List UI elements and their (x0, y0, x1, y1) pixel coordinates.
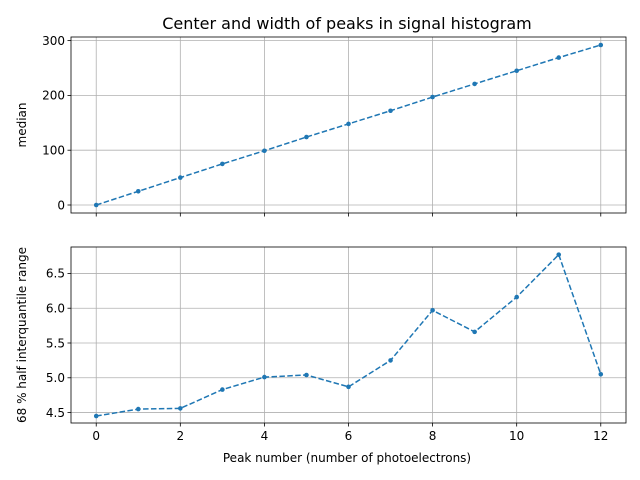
data-point (598, 42, 604, 48)
x-tick-label: 2 (176, 429, 184, 443)
data-point (262, 148, 267, 154)
x-tick-label: 12 (593, 429, 608, 443)
y-tick-label: 4.5 (46, 406, 65, 420)
data-point (135, 406, 141, 412)
top-panel-median: 0 100 200 300 median (15, 34, 627, 217)
axes-frame (70, 36, 627, 214)
y-tick-label: 5.0 (46, 371, 65, 385)
data-point (430, 308, 435, 313)
data-point (220, 161, 225, 167)
x-tick-label: 4 (261, 429, 269, 443)
x-axis-label: Peak number (number of photoelectrons) (223, 451, 471, 465)
data-point (556, 55, 562, 60)
x-tick-label: 8 (429, 429, 437, 443)
data-point (430, 94, 435, 100)
data-point (388, 108, 393, 114)
x-tick-label: 10 (509, 429, 524, 443)
data-point (346, 121, 351, 127)
y-tick-label: 100 (42, 144, 65, 158)
data-point (93, 413, 99, 419)
data-point (262, 374, 267, 380)
data-point (178, 175, 183, 180)
y-tick-label: 6.5 (46, 267, 65, 281)
x-tick-label: 6 (345, 429, 353, 443)
data-point (93, 202, 99, 208)
data-point (135, 189, 141, 194)
data-point (346, 384, 351, 390)
y-tick-label: 5.5 (46, 336, 65, 350)
figure-title: Center and width of peaks in signal hist… (162, 14, 532, 33)
y-tick-label: 200 (42, 89, 65, 103)
y-tick-label: 0 (57, 198, 65, 212)
y-axis-label: 68 % half interquantile range (15, 247, 29, 423)
data-point (220, 387, 225, 392)
bottom-panel-interquantile-range: 0 2 4 6 8 10 12 4.5 5.0 5.5 6.0 6.5 68 % half interq… (15, 246, 627, 443)
y-axis-label: median (15, 103, 29, 148)
data-point (598, 372, 604, 377)
y-tick-label: 300 (42, 34, 65, 48)
y-tick-label: 6.0 (46, 302, 65, 316)
data-point (472, 81, 477, 87)
data-point (514, 294, 519, 300)
data-point (304, 372, 309, 378)
data-point (472, 329, 477, 335)
axes-frame (70, 246, 627, 424)
x-tick-label: 0 (92, 429, 100, 443)
data-point (556, 252, 562, 257)
data-point (514, 68, 519, 74)
data-point (178, 406, 183, 411)
data-point (304, 134, 309, 140)
data-point (388, 358, 393, 363)
